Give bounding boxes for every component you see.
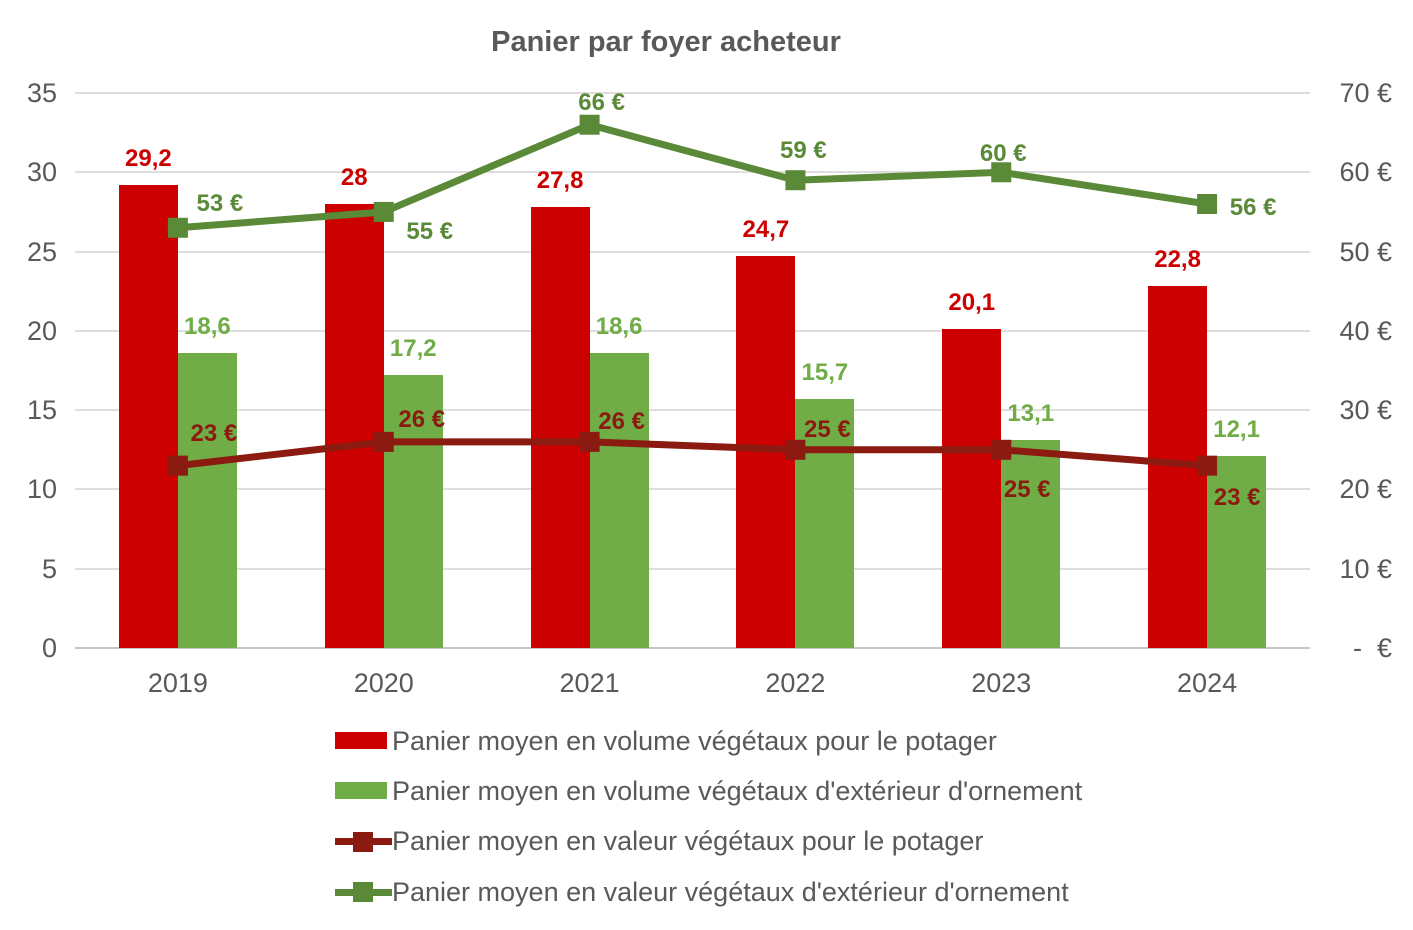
right-axis-tick: 60 €: [1339, 157, 1392, 188]
line-value-label: 25 €: [1003, 475, 1051, 503]
swatch-icon: [335, 732, 387, 750]
x-axis-label: 2023: [971, 668, 1032, 698]
bar: [942, 329, 1002, 648]
bar: [324, 204, 384, 648]
legend-item: Panier moyen en volume végétaux pour le …: [335, 716, 1082, 766]
line-marker-icon: [353, 882, 373, 903]
line-marker-icon: [353, 831, 373, 852]
left-axis-tick: 20: [26, 315, 57, 346]
line-marker: [373, 431, 394, 452]
line-marker: [991, 162, 1012, 183]
bar: [589, 353, 649, 648]
line-marker: [785, 170, 806, 191]
line-marker: [785, 439, 806, 460]
legend-item: Panier moyen en volume végétaux d'extéri…: [335, 766, 1082, 816]
gridline: [75, 409, 1310, 412]
bar-value-label: 24,7: [742, 216, 790, 244]
gridline: [75, 329, 1310, 332]
line-marker: [1197, 455, 1218, 476]
gridline: [75, 488, 1310, 491]
bar-value-label: 13,1: [1007, 400, 1055, 428]
bar: [1001, 440, 1061, 648]
bar-value-label: 20,1: [948, 289, 996, 317]
line-value-label: 55 €: [406, 217, 454, 245]
left-axis-tick: 10: [26, 474, 57, 505]
left-axis-tick: 15: [26, 395, 57, 426]
line-value-label: 60 €: [979, 140, 1027, 168]
line-value-label: 26 €: [398, 405, 446, 433]
x-axis-label: 2021: [559, 668, 620, 698]
left-axis-tick: 35: [26, 78, 57, 108]
bar-value-label: 17,2: [389, 335, 437, 363]
legend-bar-swatch: [335, 728, 392, 754]
legend-label: Panier moyen en valeur végétaux pour le …: [392, 826, 984, 857]
line-value-label: 66 €: [578, 88, 625, 116]
legend-line-swatch: [335, 829, 392, 855]
left-axis-tick: 0: [41, 633, 57, 663]
line-value-label: 56 €: [1229, 194, 1277, 221]
bar-value-label: 28: [340, 164, 368, 191]
x-axis-label: 2022: [765, 668, 826, 698]
line-value-label: 23 €: [190, 419, 238, 447]
x-axis-label: 2020: [353, 668, 414, 698]
bar-value-label: 18,6: [595, 313, 643, 341]
x-axis-label: 2019: [147, 668, 208, 698]
legend-bar-swatch: [335, 778, 392, 804]
legend: Panier moyen en volume végétaux pour le …: [335, 716, 1082, 917]
bar-value-label: 12,1: [1213, 416, 1260, 444]
line-marker: [1197, 194, 1218, 214]
right-axis-tick: 50 €: [1339, 236, 1392, 267]
line-value-label: 26 €: [598, 407, 645, 435]
line-marker: [579, 431, 600, 452]
right-axis-tick: - €: [1352, 633, 1392, 663]
gridline: [75, 567, 1310, 570]
line-value-label: 53 €: [196, 189, 244, 217]
line-marker: [579, 114, 600, 135]
bar: [1207, 456, 1267, 648]
legend-label: Panier moyen en volume végétaux d'extéri…: [392, 775, 1083, 806]
swatch-icon: [335, 782, 387, 800]
legend-line-swatch: [335, 879, 392, 905]
left-axis-tick: 5: [41, 553, 57, 584]
right-axis-tick: 40 €: [1339, 315, 1392, 346]
right-axis-tick: 20 €: [1339, 474, 1392, 505]
bar: [118, 184, 178, 648]
legend-item: Panier moyen en valeur végétaux d'extéri…: [335, 867, 1082, 917]
x-axis-label: 2024: [1177, 668, 1238, 698]
gridline: [75, 647, 1310, 649]
bar-value-label: 18,6: [184, 313, 231, 341]
bar-value-label: 15,7: [801, 359, 849, 387]
line-value-label: 25 €: [804, 415, 851, 443]
line-marker: [373, 201, 394, 222]
line-marker: [167, 217, 188, 238]
line-marker: [167, 455, 188, 476]
bar-value-label: 29,2: [125, 144, 172, 172]
chart-title: Panier par foyer acheteur: [491, 26, 841, 58]
line-marker: [991, 439, 1012, 460]
line-value-label: 59 €: [780, 137, 827, 165]
value-line: [177, 121, 1208, 232]
legend-label: Panier moyen en volume végétaux pour le …: [392, 725, 997, 756]
bar: [383, 375, 443, 648]
line-value-label: 23 €: [1213, 483, 1261, 511]
legend-item: Panier moyen en valeur végétaux pour le …: [335, 817, 1082, 867]
left-axis-tick: 30: [26, 157, 57, 188]
bar-value-label: 27,8: [536, 167, 584, 195]
gridline: [75, 250, 1310, 253]
legend-label: Panier moyen en valeur végétaux d'extéri…: [392, 876, 1069, 907]
left-axis-tick: 25: [26, 236, 57, 267]
gridline: [75, 92, 1310, 94]
gridline: [75, 171, 1310, 174]
bar: [530, 207, 590, 648]
value-line: [177, 438, 1208, 470]
right-axis-tick: 70 €: [1339, 78, 1392, 108]
bar: [177, 353, 237, 648]
right-axis-tick: 10 €: [1339, 553, 1392, 584]
right-axis-tick: 30 €: [1339, 395, 1392, 426]
bar-value-label: 22,8: [1154, 246, 1201, 274]
